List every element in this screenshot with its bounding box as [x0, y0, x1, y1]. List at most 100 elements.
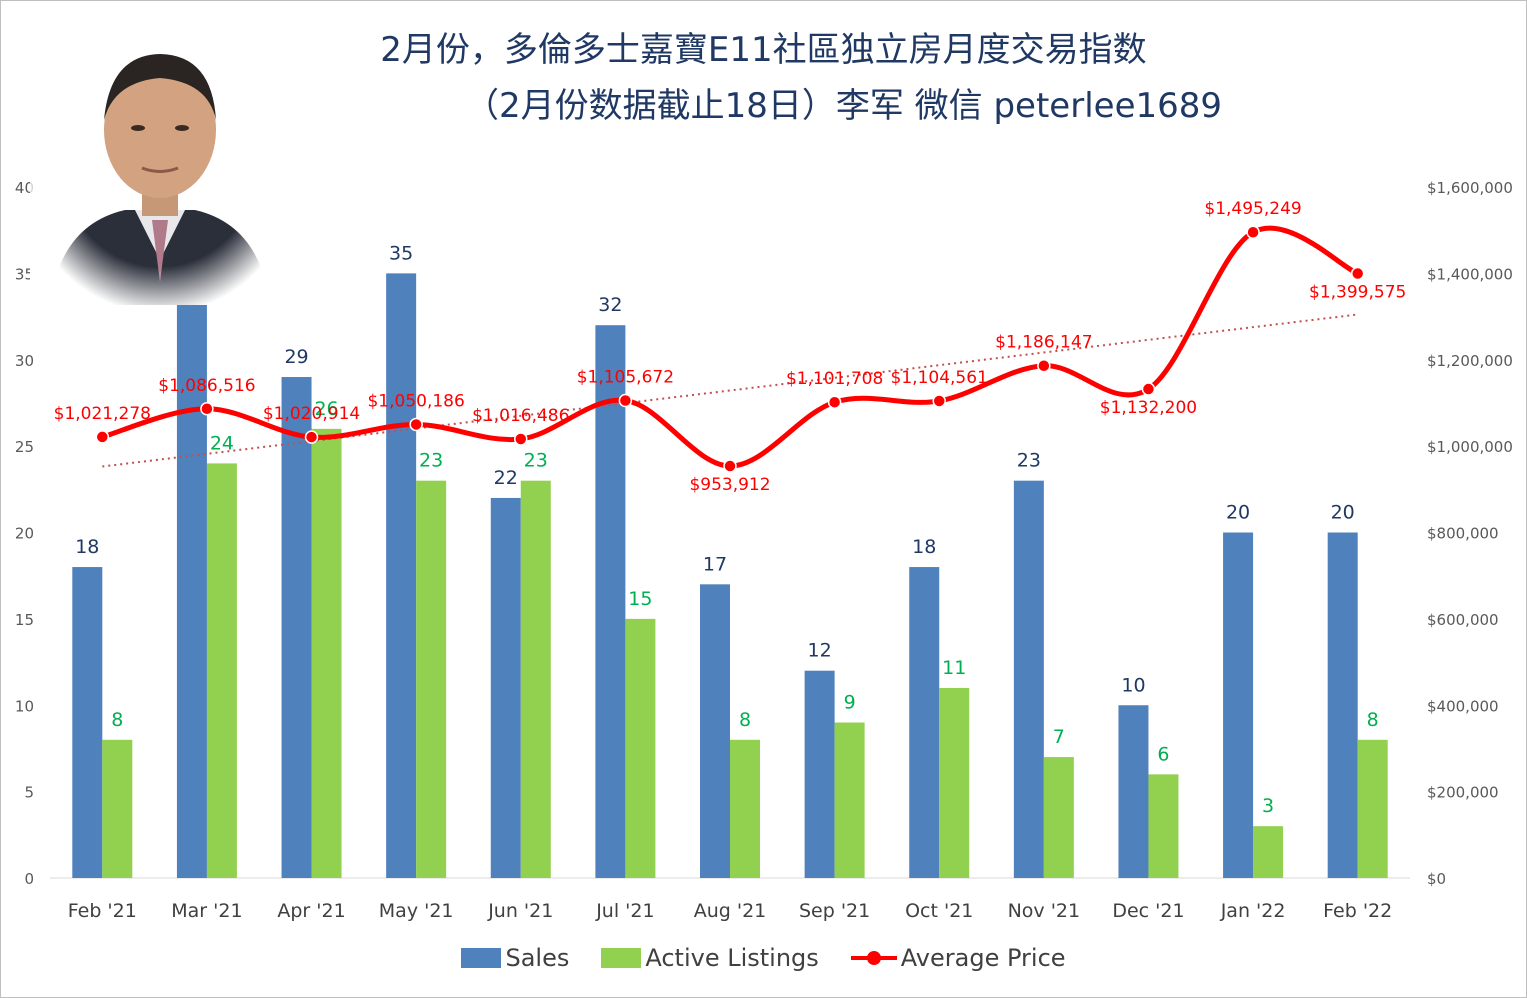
- data-label-sales: 20: [1331, 502, 1355, 524]
- data-label-sales: 12: [808, 640, 832, 662]
- point-average-price: [618, 393, 633, 408]
- y-left-tick-label: 30: [15, 352, 34, 370]
- data-label-sales: 29: [284, 346, 308, 368]
- bar-listings: [730, 739, 760, 878]
- x-tick-label: Apr '21: [277, 900, 345, 922]
- x-tick-label: Oct '21: [905, 900, 973, 922]
- bar-sales: [72, 567, 103, 878]
- data-label-listings: 7: [1053, 726, 1065, 748]
- bar-listings: [939, 687, 970, 878]
- data-label-average-price: $1,105,672: [577, 367, 674, 387]
- legend-swatch-listings: [601, 948, 642, 968]
- y-left-tick-label: 40: [15, 179, 34, 197]
- person-portrait-icon: [30, 20, 290, 305]
- bar-listings: [1357, 739, 1388, 878]
- x-tick-label: Jan '22: [1220, 900, 1286, 922]
- data-label-listings: 8: [739, 709, 751, 731]
- bar-listings: [625, 618, 656, 878]
- data-label-average-price: $953,912: [689, 475, 770, 495]
- point-average-price: [723, 459, 737, 473]
- x-tick-label: Feb '22: [1323, 900, 1392, 922]
- x-tick-label: Mar '21: [171, 900, 242, 922]
- legend-item-price: Average Price: [850, 944, 1066, 972]
- bar-listings: [102, 739, 133, 878]
- data-label-listings: 9: [844, 692, 856, 714]
- point-average-price: [827, 395, 842, 409]
- point-average-price: [514, 432, 528, 446]
- y-left-tick-label: 10: [15, 697, 34, 715]
- legend-swatch-sales: [461, 948, 502, 968]
- y-left-tick-label: 0: [24, 870, 34, 888]
- bar-listings: [206, 463, 237, 878]
- y-right-tick-label: $1,000,000: [1427, 438, 1513, 456]
- bar-sales: [804, 670, 835, 878]
- data-label-average-price: $1,186,147: [995, 333, 1092, 353]
- data-label-average-price: $1,020,914: [263, 404, 360, 424]
- bar-listings: [834, 722, 865, 878]
- chart-legend: Sales Active Listings Average Price: [0, 944, 1527, 972]
- point-average-price: [200, 402, 214, 416]
- y-left-tick-label: 35: [15, 265, 34, 283]
- legend-item-listings: Active Listings: [601, 944, 819, 972]
- legend-item-sales: Sales: [461, 944, 569, 972]
- y-left-tick-label: 5: [24, 784, 34, 802]
- point-average-price: [1246, 225, 1260, 239]
- data-label-sales: 20: [1226, 502, 1250, 524]
- bar-sales: [909, 567, 940, 878]
- data-label-listings: 6: [1157, 743, 1169, 765]
- x-tick-label: Jun '21: [487, 900, 553, 922]
- data-label-sales: 32: [598, 294, 622, 316]
- x-tick-label: Jul '21: [595, 900, 654, 922]
- y-right-tick-label: $400,000: [1427, 697, 1499, 715]
- data-label-sales: 18: [75, 536, 99, 558]
- data-label-sales: 22: [494, 467, 518, 489]
- y-right-tick-label: $1,400,000: [1427, 265, 1513, 283]
- x-tick-label: May '21: [379, 900, 454, 922]
- data-label-listings: 8: [1367, 709, 1379, 731]
- bar-sales: [1013, 480, 1044, 878]
- bar-sales: [700, 584, 730, 878]
- data-label-sales: 23: [1017, 450, 1041, 472]
- bar-listings: [1253, 826, 1284, 878]
- bar-sales: [176, 238, 207, 878]
- data-label-listings: 3: [1262, 795, 1274, 817]
- data-label-average-price: $1,132,200: [1100, 398, 1197, 418]
- bar-sales: [386, 273, 417, 878]
- bar-listings: [1148, 774, 1179, 878]
- y-left-tick-label: 20: [15, 525, 34, 543]
- y-right-tick-label: $1,200,000: [1427, 352, 1513, 370]
- x-tick-label: Feb '21: [68, 900, 137, 922]
- x-tick-label: Nov '21: [1008, 900, 1081, 922]
- bar-sales: [281, 377, 312, 878]
- data-label-listings: 24: [210, 432, 234, 454]
- legend-label-price: Average Price: [900, 944, 1066, 972]
- bar-listings: [520, 480, 551, 878]
- point-average-price: [1141, 382, 1156, 396]
- legend-label-sales: Sales: [505, 944, 570, 972]
- data-label-average-price: $1,399,575: [1309, 283, 1406, 303]
- y-right-tick-label: $600,000: [1427, 611, 1499, 629]
- y-right-tick-label: $0: [1427, 870, 1446, 888]
- point-average-price: [304, 430, 319, 444]
- y-right-tick-label: $1,600,000: [1427, 179, 1513, 197]
- point-average-price: [1350, 266, 1365, 281]
- data-label-average-price: $1,050,186: [367, 391, 464, 411]
- y-left-tick-label: 25: [15, 438, 34, 456]
- data-label-sales: 35: [389, 242, 413, 264]
- point-average-price: [409, 417, 423, 432]
- bar-sales: [595, 325, 626, 878]
- data-label-average-price: $1,021,278: [54, 404, 151, 424]
- y-right-tick-label: $200,000: [1427, 784, 1499, 802]
- point-average-price: [932, 394, 946, 408]
- bar-listings: [416, 480, 447, 878]
- bar-sales: [1327, 532, 1358, 878]
- y-right-tick-label: $800,000: [1427, 525, 1499, 543]
- bar-listings: [1043, 757, 1074, 878]
- bar-listings: [311, 428, 342, 878]
- data-label-average-price: $1,086,516: [158, 376, 255, 396]
- bar-sales: [490, 497, 521, 878]
- bar-sales: [1118, 705, 1149, 878]
- data-label-sales: 17: [703, 553, 727, 575]
- data-label-listings: 15: [628, 588, 652, 610]
